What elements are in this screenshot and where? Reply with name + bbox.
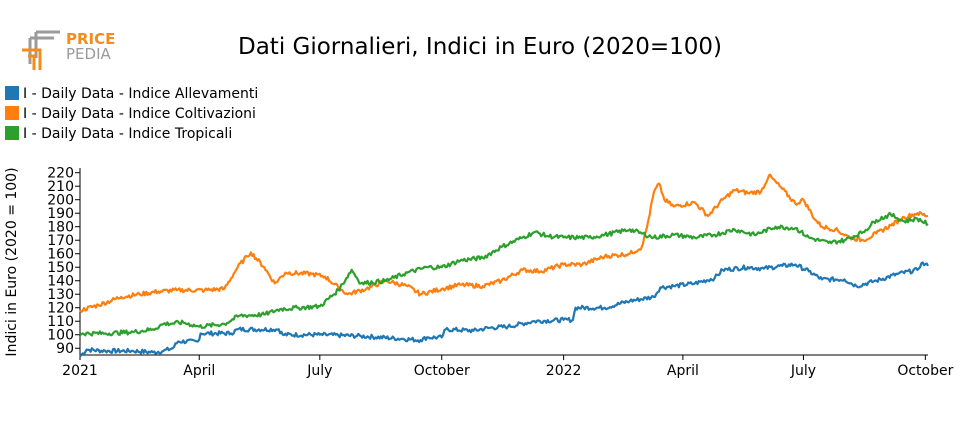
- series-line-0: [79, 261, 929, 358]
- series-line-2: [79, 211, 929, 337]
- x-tick-label: 2022: [546, 363, 582, 379]
- legend-label: I - Daily Data - Indice Coltivazioni: [23, 106, 256, 122]
- series-line-1: [79, 173, 929, 313]
- x-tick-label: October: [897, 363, 953, 379]
- logo-mark-gray: [28, 30, 60, 64]
- logo-word-bottom: PEDIA: [66, 45, 111, 63]
- y-tick-label: 140: [47, 274, 74, 290]
- legend-swatch: [5, 126, 19, 140]
- legend-label: I - Daily Data - Indice Allevamenti: [23, 86, 258, 102]
- legend: I - Daily Data - Indice Allevamenti I - D…: [5, 86, 258, 142]
- legend-swatch: [5, 106, 19, 120]
- y-tick-label: 200: [47, 193, 74, 209]
- pricepedia-logo: PRICE PEDIA: [22, 30, 115, 70]
- y-tick-label: 150: [47, 260, 74, 276]
- series-layer: [79, 173, 929, 358]
- x-tick-label: July: [306, 363, 332, 379]
- y-tick-label: 160: [47, 247, 74, 263]
- y-tick-label: 90: [56, 341, 74, 357]
- y-tick-label: 110: [47, 314, 74, 330]
- x-tick-label: July: [790, 363, 816, 379]
- x-tick-label: April: [183, 363, 215, 379]
- chart-title: Dati Giornalieri, Indici in Euro (2020=1…: [238, 34, 722, 60]
- y-tick-label: 210: [47, 179, 74, 195]
- y-tick-label: 220: [47, 166, 74, 182]
- x-tick-label: October: [414, 363, 470, 379]
- y-tick-label: 190: [47, 206, 74, 222]
- x-tick-label: April: [667, 363, 699, 379]
- logo-word-top: PRICE: [66, 30, 115, 48]
- axes: 9010011012013014015016017018019020021022…: [47, 166, 953, 379]
- legend-swatch: [5, 86, 19, 100]
- y-tick-label: 170: [47, 233, 74, 249]
- logo-mark-orange: [22, 48, 42, 70]
- y-axis-label: Indici in Euro (2020 = 100): [4, 167, 20, 356]
- y-tick-label: 100: [47, 328, 74, 344]
- y-tick-label: 130: [47, 287, 74, 303]
- x-tick-label: 2021: [62, 363, 98, 379]
- legend-label: I - Daily Data - Indice Tropicali: [23, 126, 232, 142]
- y-tick-label: 120: [47, 301, 74, 317]
- y-tick-label: 180: [47, 220, 74, 236]
